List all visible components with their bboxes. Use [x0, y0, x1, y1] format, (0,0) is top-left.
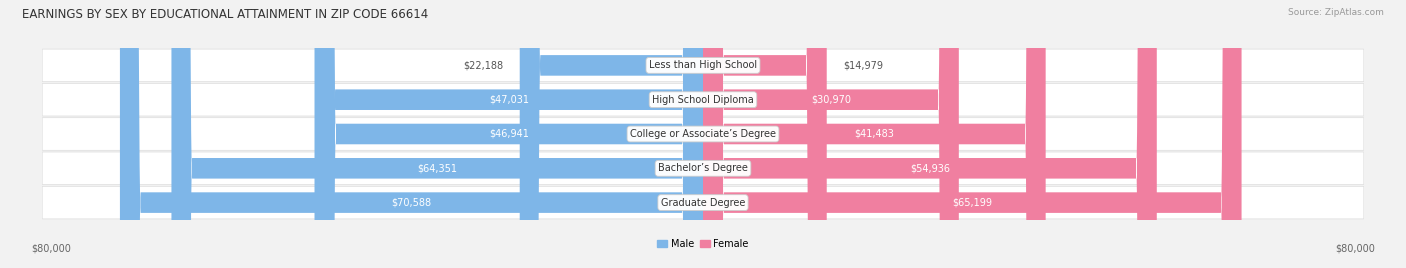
- Legend: Male, Female: Male, Female: [654, 235, 752, 253]
- Text: Source: ZipAtlas.com: Source: ZipAtlas.com: [1288, 8, 1384, 17]
- Text: $65,199: $65,199: [952, 198, 993, 208]
- Text: Graduate Degree: Graduate Degree: [661, 198, 745, 208]
- Text: $14,979: $14,979: [844, 60, 883, 70]
- Text: $64,351: $64,351: [418, 163, 457, 173]
- FancyBboxPatch shape: [120, 0, 703, 268]
- Text: EARNINGS BY SEX BY EDUCATIONAL ATTAINMENT IN ZIP CODE 66614: EARNINGS BY SEX BY EDUCATIONAL ATTAINMEN…: [22, 8, 429, 21]
- FancyBboxPatch shape: [42, 186, 1364, 219]
- Text: $70,588: $70,588: [391, 198, 432, 208]
- FancyBboxPatch shape: [703, 0, 1241, 268]
- Text: Bachelor’s Degree: Bachelor’s Degree: [658, 163, 748, 173]
- Text: Less than High School: Less than High School: [650, 60, 756, 70]
- FancyBboxPatch shape: [703, 0, 1157, 268]
- Text: $22,188: $22,188: [463, 60, 503, 70]
- FancyBboxPatch shape: [42, 118, 1364, 150]
- FancyBboxPatch shape: [172, 0, 703, 268]
- FancyBboxPatch shape: [315, 0, 703, 268]
- Text: $47,031: $47,031: [489, 95, 529, 105]
- FancyBboxPatch shape: [42, 83, 1364, 116]
- FancyBboxPatch shape: [703, 0, 1046, 268]
- Text: High School Diploma: High School Diploma: [652, 95, 754, 105]
- Text: $80,000: $80,000: [1336, 243, 1375, 253]
- FancyBboxPatch shape: [703, 0, 827, 268]
- FancyBboxPatch shape: [42, 49, 1364, 82]
- Text: $46,941: $46,941: [489, 129, 529, 139]
- FancyBboxPatch shape: [315, 0, 703, 268]
- FancyBboxPatch shape: [520, 0, 703, 268]
- Text: $80,000: $80,000: [31, 243, 70, 253]
- Text: College or Associate’s Degree: College or Associate’s Degree: [630, 129, 776, 139]
- Text: $30,970: $30,970: [811, 95, 851, 105]
- Text: $41,483: $41,483: [855, 129, 894, 139]
- FancyBboxPatch shape: [42, 152, 1364, 185]
- FancyBboxPatch shape: [703, 0, 959, 268]
- Text: $54,936: $54,936: [910, 163, 950, 173]
